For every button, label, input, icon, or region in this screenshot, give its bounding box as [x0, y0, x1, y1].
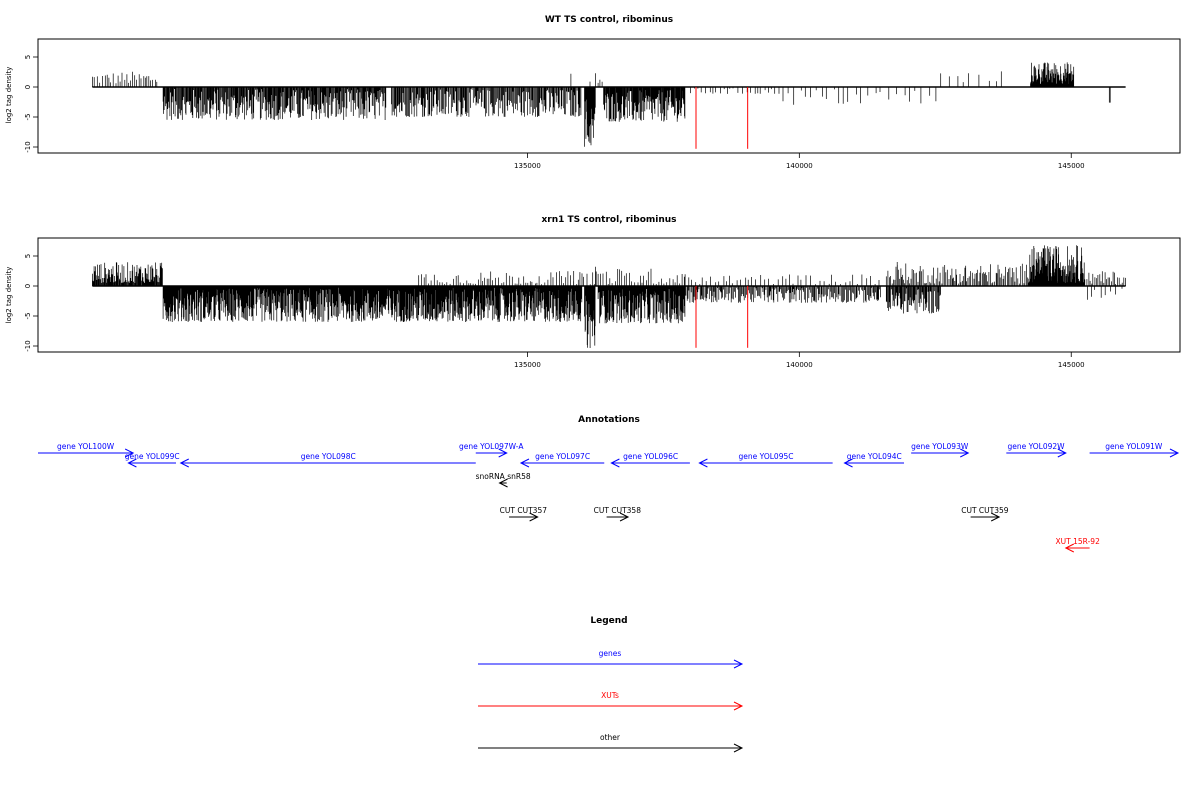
y-tick-label: -10 [24, 340, 32, 351]
xrn1-panel-title: xrn1 TS control, ribominus [541, 215, 676, 225]
feature-arrow-head [733, 743, 744, 753]
annotation-feature: CUT CUT359 [961, 506, 1009, 522]
y-tick-label: -5 [24, 313, 32, 320]
x-tick-label: 145000 [1058, 162, 1085, 170]
legend: Legend genes XUTs other [478, 616, 744, 753]
density-bars [92, 245, 1126, 348]
annotation-label: XUT 15R-92 [1056, 537, 1101, 546]
density-bars [92, 62, 1111, 147]
y-tick-label: 5 [24, 254, 32, 258]
wt-density-panel: WT TS control, ribominus log2 tag densit… [5, 15, 1181, 170]
legend-title: Legend [590, 616, 627, 626]
feature-arrow-head [179, 458, 189, 468]
annotation-feature: gene YOL099C [125, 452, 180, 468]
feature-arrow-head [498, 448, 508, 458]
annotation-feature: gene YOL091W [1089, 442, 1180, 458]
y-tick-label: 0 [24, 284, 32, 288]
annotation-label: gene YOL093W [911, 442, 969, 451]
xrn1-density-bars [92, 245, 1126, 348]
annotation-label: gene YOL097C [535, 452, 590, 461]
annotation-label: CUT CUT358 [594, 506, 642, 515]
legend-entries: genes XUTs other [478, 649, 744, 753]
y-tick-label: -10 [24, 141, 32, 152]
annotation-feature: snoRNA snR58 [476, 472, 531, 488]
annotation-label: gene YOL091W [1105, 442, 1163, 451]
annotations-title: Annotations [578, 415, 640, 425]
wt-y-axis-label: log2 tag density [5, 67, 13, 124]
annotation-feature: gene YOL095C [698, 452, 833, 468]
annotation-feature: CUT CUT357 [500, 506, 548, 522]
annotation-features: gene YOL100W gene YOL099C gene YOL098C gene… [38, 442, 1180, 553]
annotation-label: gene YOL094C [847, 452, 902, 461]
annotation-label: gene YOL097W-A [459, 442, 524, 451]
feature-arrow-head [498, 478, 508, 488]
xrn1-plot-frame [37, 237, 1181, 353]
xrn1-axes: 5 0 -5 -10 135000 140000 145000 [24, 254, 1085, 369]
feature-arrow-head [843, 458, 853, 468]
annotation-label: gene YOL092W [1007, 442, 1065, 451]
feature-arrow-head [733, 659, 744, 669]
feature-arrow-head [990, 512, 1001, 522]
feature-arrow-head [1169, 448, 1180, 458]
annotation-feature: gene YOL093W [911, 442, 970, 458]
annotation-feature: XUT 15R-92 [1056, 537, 1101, 553]
annotation-feature: CUT CUT358 [594, 506, 642, 522]
annotation-label: gene YOL099C [125, 452, 180, 461]
feature-arrow-head [610, 458, 620, 468]
feature-arrow-head [1057, 448, 1067, 458]
annotation-feature: gene YOL096C [610, 452, 690, 468]
feature-arrow-head [960, 448, 970, 458]
legend-entry: XUTs [478, 691, 744, 711]
wt-plot-frame [37, 38, 1181, 154]
feature-arrow-head [127, 458, 137, 468]
xrn1-density-panel: xrn1 TS control, ribominus log2 tag dens… [5, 215, 1181, 369]
annotation-label: gene YOL095C [739, 452, 794, 461]
legend-entry: other [478, 733, 744, 753]
legend-label: genes [599, 649, 622, 658]
annotation-feature: gene YOL100W [38, 442, 135, 458]
feature-arrow-head [1064, 543, 1075, 553]
feature-arrow-head [529, 512, 539, 522]
annotation-label: CUT CUT357 [500, 506, 548, 515]
annotation-label: CUT CUT359 [961, 506, 1009, 515]
annotation-feature: gene YOL097W-A [459, 442, 524, 458]
x-tick-label: 145000 [1058, 361, 1085, 369]
feature-arrow-head [619, 512, 630, 522]
feature-arrow-head [733, 701, 744, 711]
x-tick-label: 135000 [514, 162, 541, 170]
x-tick-label: 140000 [786, 162, 813, 170]
y-tick-label: -5 [24, 114, 32, 121]
feature-arrow-head [519, 458, 530, 468]
wt-axes: 5 0 -5 -10 135000 140000 145000 [24, 55, 1085, 170]
legend-label: other [600, 733, 621, 742]
wt-panel-title: WT TS control, ribominus [545, 15, 673, 25]
wt-density-bars [92, 62, 1126, 149]
x-tick-label: 140000 [786, 361, 813, 369]
annotation-label: gene YOL098C [301, 452, 356, 461]
annotation-feature: gene YOL097C [519, 452, 605, 468]
annotation-feature: gene YOL098C [179, 452, 476, 468]
annotation-feature: gene YOL094C [843, 452, 905, 468]
x-tick-label: 135000 [514, 361, 541, 369]
annotation-label: gene YOL100W [57, 442, 115, 451]
xrn1-y-axis-label: log2 tag density [5, 267, 13, 324]
feature-arrow-head [124, 448, 135, 458]
legend-entry: genes [478, 649, 744, 669]
y-tick-label: 5 [24, 55, 32, 59]
annotation-label: snoRNA snR58 [476, 472, 531, 481]
annotation-feature: gene YOL092W [1006, 442, 1067, 458]
y-tick-label: 0 [24, 85, 32, 89]
annotation-label: gene YOL096C [623, 452, 678, 461]
legend-label: XUTs [601, 691, 619, 700]
feature-arrow-head [698, 458, 708, 468]
